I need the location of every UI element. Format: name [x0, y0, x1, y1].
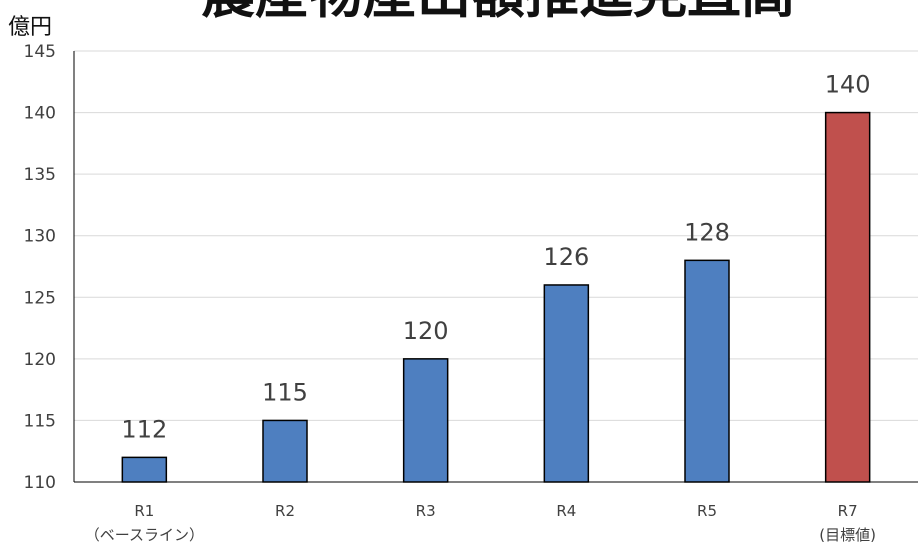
data-label: 112: [121, 415, 167, 443]
tick-labels: 110 115 120 125 130 135 140 145 R1 （ベースライン） R2 R3 R4…: [24, 42, 876, 544]
x-tick-label: R4: [556, 502, 576, 520]
data-labels: 112 115 120 126 128 140: [121, 71, 870, 444]
bar: [684, 259, 730, 483]
x-tick-label: R7 (目標値): [819, 502, 876, 544]
axes: [73, 51, 918, 483]
y-tick-label: 110: [24, 473, 56, 493]
bar: [543, 284, 590, 483]
y-tick-label: 145: [24, 42, 56, 62]
data-label: 126: [543, 243, 589, 271]
bar: [262, 419, 308, 483]
y-tick-label: 120: [24, 350, 56, 370]
bar: [824, 111, 871, 483]
data-label: 120: [403, 317, 449, 345]
y-tick-label: 130: [24, 227, 56, 247]
y-tick-label: 140: [24, 104, 56, 124]
bars: [121, 111, 871, 483]
x-tick-label: R2: [275, 502, 295, 520]
gridlines: [74, 50, 918, 421]
bar: [121, 456, 168, 483]
y-axis-unit-label: 億円: [8, 15, 52, 40]
data-label: 140: [825, 71, 871, 99]
data-label: 128: [684, 218, 730, 246]
x-tick-label: R3: [416, 502, 436, 520]
y-tick-label: 135: [24, 165, 56, 185]
chart-title: 農産物産出額推進見直高: [201, 0, 795, 25]
bar: [402, 358, 449, 483]
y-tick-label: 115: [24, 411, 56, 431]
y-tick-label: 125: [24, 288, 56, 308]
x-tick-label: R1 （ベースライン）: [85, 502, 204, 544]
data-label: 115: [262, 378, 308, 406]
x-tick-label: R5: [697, 502, 717, 520]
